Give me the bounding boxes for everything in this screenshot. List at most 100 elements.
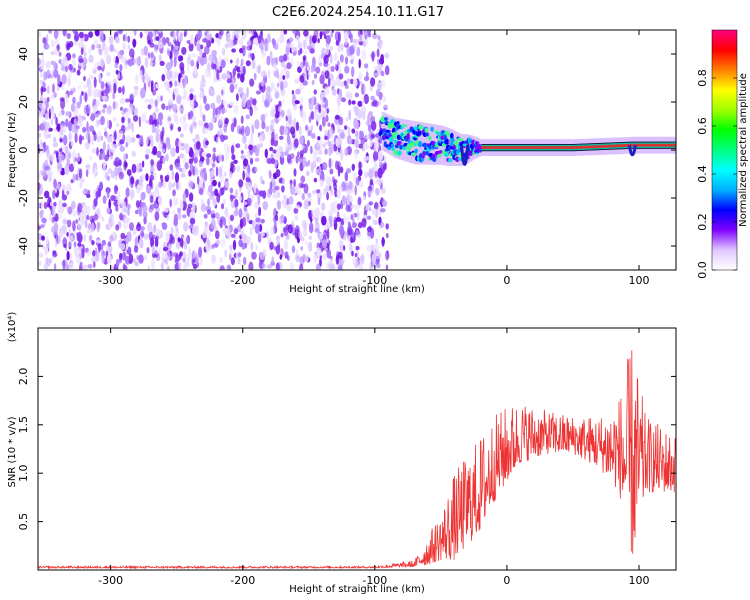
noise-blob	[125, 108, 130, 119]
noise-blob	[277, 145, 283, 153]
noise-blob	[68, 235, 74, 242]
noise-blob	[114, 130, 117, 141]
noise-blob	[115, 205, 119, 212]
noise-blob	[133, 245, 139, 253]
noise-blob	[204, 45, 210, 55]
noise-blob	[302, 49, 309, 56]
noise-blob	[90, 222, 95, 233]
noise-blob	[299, 256, 305, 266]
signal-band-core	[525, 146, 527, 150]
noise-blob	[367, 230, 372, 237]
signal-band-core	[622, 144, 624, 148]
noise-blob	[192, 226, 196, 236]
noise-blob	[249, 53, 254, 58]
noise-blob	[235, 143, 241, 149]
noise-blob	[173, 109, 177, 120]
noise-blob	[199, 82, 204, 94]
noise-blob	[77, 85, 82, 90]
noise-blob	[72, 209, 76, 217]
noise-blob	[253, 72, 257, 81]
noise-blob	[150, 51, 154, 59]
signal-blob	[444, 152, 449, 158]
noise-blob	[95, 191, 99, 200]
colorbar-tick-label: 0.6	[696, 117, 709, 135]
noise-blob	[138, 254, 144, 264]
noise-blob	[117, 86, 122, 94]
noise-blob	[344, 84, 349, 90]
noise-blob	[272, 149, 277, 154]
noise-blob	[38, 260, 42, 267]
noise-blob	[168, 181, 172, 191]
noise-blob	[60, 230, 64, 239]
signal-band-core	[667, 143, 669, 147]
noise-blob	[107, 241, 112, 247]
noise-blob	[180, 199, 184, 211]
signal-band-core	[572, 146, 574, 150]
noise-blob	[133, 89, 139, 96]
noise-blob	[174, 172, 180, 183]
noise-blob	[44, 190, 50, 199]
noise-blob	[289, 126, 296, 135]
noise-blob	[324, 30, 330, 35]
signal-band-core	[509, 146, 511, 150]
noise-blob	[82, 84, 88, 89]
noise-blob	[326, 248, 332, 259]
noise-blob	[53, 48, 59, 56]
signal-blob	[418, 141, 423, 148]
noise-blob	[151, 227, 155, 235]
noise-blob	[91, 44, 95, 51]
signal-band-core	[501, 146, 503, 150]
noise-blob	[105, 46, 109, 55]
noise-blob	[351, 222, 357, 229]
noise-blob	[100, 115, 105, 126]
noise-blob	[167, 230, 170, 241]
noise-blob	[383, 162, 387, 170]
noise-blob	[110, 148, 116, 153]
noise-blob	[201, 151, 207, 158]
noise-blob	[303, 199, 309, 210]
noise-blob	[248, 261, 254, 270]
signal-band-core	[574, 146, 576, 149]
noise-blob	[366, 226, 372, 233]
signal-band-core	[652, 143, 654, 147]
noise-blob	[295, 35, 300, 42]
noise-blob	[339, 81, 345, 88]
signal-band-core	[558, 146, 561, 150]
signal-blob	[453, 140, 460, 147]
noise-blob	[293, 207, 299, 214]
noise-blob	[327, 259, 333, 265]
noise-blob	[182, 95, 187, 100]
noise-blob	[117, 50, 123, 60]
noise-blob	[129, 103, 135, 115]
noise-blob	[305, 62, 309, 67]
noise-blob	[266, 33, 271, 44]
noise-blob	[195, 253, 200, 264]
noise-blob	[122, 41, 126, 51]
noise-blob	[298, 182, 304, 189]
noise-blob	[199, 104, 202, 113]
noise-blob	[38, 202, 41, 209]
noise-blob	[229, 187, 234, 194]
signal-blob	[384, 117, 389, 121]
noise-blob	[208, 54, 213, 61]
noise-blob	[179, 167, 183, 172]
noise-blob	[317, 197, 321, 206]
noise-blob	[242, 158, 249, 167]
noise-blob	[211, 162, 216, 168]
noise-blob	[77, 202, 83, 213]
signal-band-core	[493, 146, 495, 150]
noise-blob	[198, 246, 203, 258]
noise-blob	[84, 92, 88, 103]
signal-band-core	[606, 144, 608, 148]
noise-blob	[346, 194, 351, 206]
noise-blob	[245, 176, 251, 183]
noise-blob	[108, 198, 111, 210]
noise-blob	[114, 166, 118, 177]
noise-blob	[176, 94, 182, 105]
signal-band-core	[636, 143, 638, 147]
noise-blob	[83, 75, 86, 82]
noise-blob	[212, 147, 217, 153]
noise-blob	[159, 120, 163, 126]
noise-blob	[49, 30, 53, 35]
signal-band-core	[486, 146, 488, 150]
